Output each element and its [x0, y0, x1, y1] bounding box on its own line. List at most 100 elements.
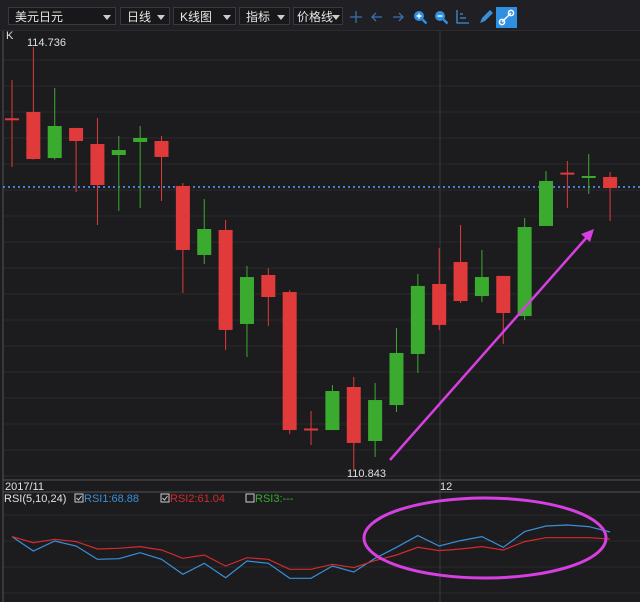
candle-body — [517, 227, 532, 317]
zoom-out-icon[interactable] — [432, 8, 450, 26]
rsi2-legend[interactable]: RSI2:61.04 — [160, 493, 225, 505]
candle — [69, 127, 84, 192]
candle-body — [539, 180, 553, 226]
symbol-dropdown[interactable]: 美元日元 — [8, 7, 116, 25]
price-line-dropdown[interactable]: 价格线 — [293, 7, 343, 25]
candle — [261, 268, 276, 327]
candle-body — [175, 185, 190, 250]
rsi3-checkbox[interactable] — [245, 493, 255, 503]
candle — [581, 154, 596, 195]
candle-body — [368, 400, 383, 442]
candle — [111, 135, 126, 211]
rsi3-label: RSI3:--- — [255, 493, 294, 505]
candle-body — [133, 137, 148, 142]
candle — [133, 125, 148, 209]
x-label-start: 2017/11 — [5, 481, 44, 493]
candle — [90, 117, 105, 225]
x-label-12: 12 — [440, 481, 452, 493]
axis-icon[interactable] — [453, 8, 471, 26]
candle-body — [581, 175, 596, 178]
arrowhead-icon — [581, 229, 594, 242]
indicator-value: 指标 — [246, 10, 271, 24]
candle — [389, 327, 404, 412]
candle-body — [218, 229, 233, 330]
candle-body — [603, 176, 618, 189]
candle — [432, 248, 447, 330]
candle-body — [111, 150, 126, 156]
candle — [325, 385, 340, 431]
candle — [239, 265, 254, 358]
chart-type-dropdown[interactable]: K线图 — [173, 7, 236, 25]
chevron-down-icon — [157, 15, 165, 20]
candle — [154, 135, 169, 201]
candle-body — [69, 127, 84, 141]
candle-body — [90, 144, 105, 185]
candle-body — [239, 277, 254, 324]
candle — [517, 218, 532, 320]
candle — [539, 170, 553, 226]
candle-body — [282, 292, 297, 431]
rsi-line-rsi1 — [11, 524, 611, 579]
rsi1-checkbox[interactable] — [74, 493, 84, 503]
indicator-dropdown[interactable]: 指标 — [239, 7, 290, 25]
candle-body — [453, 262, 468, 302]
symbol-value: 美元日元 — [15, 10, 64, 24]
arrow-right-icon[interactable] — [389, 8, 407, 26]
candle-body — [474, 277, 489, 297]
candle — [474, 249, 489, 303]
check-icon — [76, 495, 82, 501]
candle — [496, 275, 511, 344]
candle — [5, 80, 19, 167]
candle-body — [197, 229, 212, 255]
crosshair-icon[interactable] — [347, 8, 365, 26]
chevron-down-icon — [277, 15, 285, 20]
candle-body — [389, 352, 404, 406]
rsi-highlight-ellipse — [362, 496, 608, 580]
rsi-panel-label: RSI(5,10,24) — [4, 493, 66, 505]
rsi2-checkbox[interactable] — [160, 493, 170, 503]
rsi3-legend[interactable]: RSI3:--- — [245, 493, 294, 505]
check-icon — [162, 495, 168, 501]
candle-body — [410, 285, 425, 354]
candles — [5, 47, 618, 471]
chevron-down-icon — [103, 15, 111, 20]
candle-body — [47, 125, 62, 159]
candle — [175, 183, 190, 294]
zoom-in-icon[interactable] — [411, 8, 429, 26]
price-line-value: 价格线 — [297, 10, 334, 24]
link-button[interactable] — [496, 7, 517, 28]
candle-body — [26, 111, 41, 160]
candle — [26, 47, 41, 160]
candle — [368, 382, 383, 457]
period-dropdown[interactable]: 日线 — [120, 7, 170, 25]
rsi1-label: RSI1:68.88 — [84, 493, 139, 505]
candle — [282, 289, 297, 435]
candle-body — [325, 391, 340, 431]
max-price-label: 114.736 — [27, 37, 66, 49]
rsi2-label: RSI2:61.04 — [170, 493, 225, 505]
candle — [197, 199, 212, 264]
candle-body — [261, 274, 276, 298]
candle-body — [346, 386, 361, 443]
toolbar: 美元日元 日线 K线图 指标 价格线 — [0, 0, 640, 31]
candle-body — [432, 283, 447, 325]
chevron-down-icon — [223, 15, 231, 20]
period-value: 日线 — [127, 10, 152, 24]
pen-icon[interactable] — [476, 8, 494, 26]
chevron-down-icon — [332, 15, 340, 20]
candle-body — [154, 140, 169, 157]
candle — [304, 411, 319, 446]
candle-body — [496, 275, 511, 314]
arrow-left-icon[interactable] — [368, 8, 386, 26]
candle — [603, 171, 618, 221]
candle — [218, 219, 233, 350]
candle — [453, 224, 468, 304]
candle-body — [5, 118, 19, 121]
min-price-label: 110.843 — [347, 468, 386, 480]
candle — [410, 273, 425, 373]
link-icon — [498, 9, 515, 26]
candle-body — [304, 428, 319, 431]
rsi1-legend[interactable]: RSI1:68.88 — [74, 493, 139, 505]
rsi-lines — [11, 524, 611, 579]
